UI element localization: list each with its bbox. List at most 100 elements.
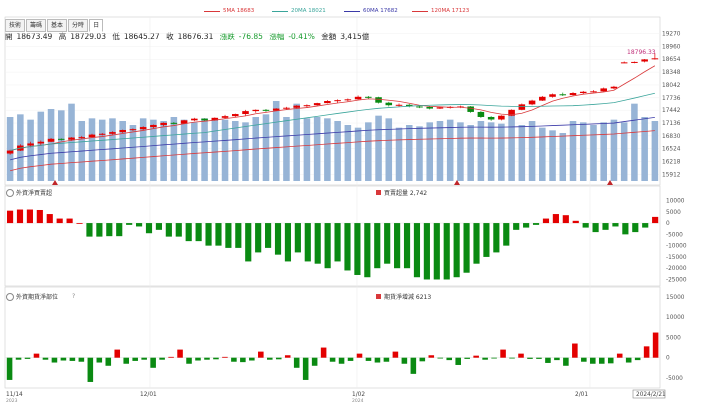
panel3-bar-1 [15,357,22,360]
price-tick-9: 16524 [662,147,681,153]
panel2-bar-58 [582,223,589,228]
panel3-legend: 期貨淨增減 6213 [376,292,431,301]
panel3-tick-4: -5000 [666,376,683,382]
panel3-bar-14 [132,357,138,361]
low-value: 18645.27 [123,32,160,41]
candle-body-14 [150,124,157,128]
panel2-bar-7 [76,223,83,224]
candle-body-36 [375,97,382,103]
candle-body-42 [436,107,444,109]
panel3-bar-46 [419,357,426,362]
candle-body-60 [620,62,628,64]
volume-bar-28 [293,103,300,181]
panel2-bar-17 [175,223,182,237]
amount-label: 金額 [321,32,337,41]
panel3-bar-2 [24,357,31,359]
volume-bar-34 [354,127,362,181]
volume-bar-21 [221,119,229,181]
volume-bar-56 [579,122,587,181]
panel2-bar-22 [225,223,232,248]
panel2-bar-45 [453,223,460,278]
volume-bar-2 [27,119,34,181]
panel2-bar-46 [463,223,470,273]
volume-bar-54 [559,133,567,181]
volume-bar-47 [487,122,495,181]
panel3-bar-34 [311,357,318,366]
panel3-bar-41 [374,357,381,363]
settings-icon[interactable] [6,292,14,301]
panel2-bar-53 [532,223,540,225]
candle-body-18 [191,118,198,121]
panel3-bar-24 [222,356,228,358]
tab-0[interactable]: 技術 [5,19,26,32]
ma5-label: 5MA 18683 [223,8,255,14]
panel2-bar-48 [483,223,490,257]
panel3-bar-52 [473,355,479,358]
panel3-title[interactable]: 外資期貨淨部位? [6,292,75,301]
panel2-bar-18 [185,223,192,242]
panel3-tick-0: 15000 [666,295,685,301]
panel3-bar-6 [60,357,67,361]
tab-3[interactable]: 分時 [68,19,89,32]
panel3-bar-51 [464,357,470,359]
panel3-bar-59 [536,357,542,359]
panel2-bar-3 [36,209,43,224]
volume-bar-18 [191,122,198,181]
candle-body-29 [303,105,311,107]
ma120-swatch [412,10,428,12]
volume-bar-25 [262,114,270,181]
panel2-bar-41 [413,223,421,278]
volume-bar-46 [477,121,485,181]
candle-body-41 [426,106,434,109]
panel3-tick-2: 5000 [666,335,681,341]
volume-bar-59 [610,119,618,181]
panel2-legend: 買賣超量 2,742 [376,188,427,197]
candle-body-22 [231,114,239,117]
ma60-label: 60MA 17682 [363,8,398,14]
volume-bar-45 [467,125,474,181]
candle-body-28 [293,105,300,108]
x-tick-2: 1/02 [352,392,365,398]
panel2-bar-9 [96,223,103,237]
panel2-bar-13 [136,223,143,227]
panel2-bar-64 [642,223,649,228]
panel3-bar-19 [177,349,183,358]
volume-bar-39 [405,125,413,181]
panel2-title[interactable]: 外資淨買賣超 [6,188,52,197]
panel3-tick-3: 0 [666,356,670,362]
candle-body-50 [518,104,526,110]
panel3-bar-42 [383,357,390,362]
date-cursor-box [632,389,666,399]
candle-body-8 [88,134,96,138]
price-tick-0: 19270 [662,31,681,37]
tab-4[interactable]: 日 [89,19,104,32]
panel2-legend-swatch [376,190,381,195]
event-marker-1 [454,180,460,185]
panel3-bar-32 [293,357,300,368]
panel3-bar-25 [231,357,237,362]
tab-1[interactable]: 籌碼 [26,19,47,32]
high-value: 18729.03 [70,32,106,41]
candle-body-12 [129,129,137,131]
volume-bar-63 [651,121,659,181]
settings-icon[interactable] [6,188,14,197]
candle-body-24 [252,109,260,112]
panel2-bar-10 [106,223,113,237]
volume-bar-15 [160,121,167,181]
candle-body-52 [539,96,546,101]
panel3-bar-15 [141,357,147,360]
panel2-bar-0 [6,210,14,224]
volume-bar-27 [283,117,290,181]
panel3-bar-44 [401,357,408,364]
volume-bar-0 [6,117,14,181]
tab-2[interactable]: 基本 [47,19,68,32]
open-label: 開 [5,32,13,41]
panel3-bar-35 [320,347,327,358]
help-icon[interactable]: ? [72,293,76,300]
close-value: 18676.31 [177,32,214,41]
candle-body-38 [395,104,403,106]
panel3-bar-4 [42,357,49,360]
change-value: -76.85 [238,32,263,41]
